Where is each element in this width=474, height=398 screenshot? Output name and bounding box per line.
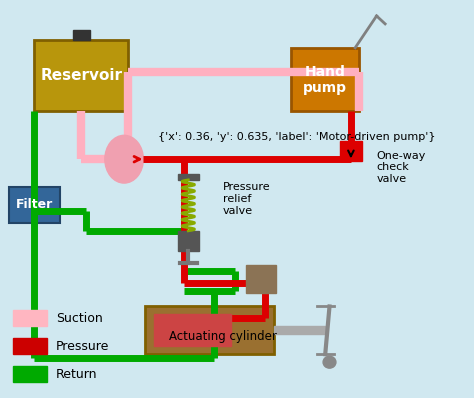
Bar [340, 141, 362, 161]
Text: Return: Return [55, 368, 97, 380]
Text: Suction: Suction [55, 312, 102, 325]
Bar [274, 326, 325, 334]
Circle shape [323, 356, 336, 368]
Text: Actuating cylinder: Actuating cylinder [169, 330, 276, 343]
Text: Pressure
relief
valve: Pressure relief valve [222, 182, 270, 216]
Text: One-way
check
valve: One-way check valve [376, 150, 426, 184]
FancyBboxPatch shape [9, 187, 60, 223]
Bar [178, 231, 199, 251]
Bar [154, 314, 231, 346]
Bar [73, 30, 90, 40]
Text: {'x': 0.36, 'y': 0.635, 'label': 'Motor-driven pump'}: {'x': 0.36, 'y': 0.635, 'label': 'Motor-… [158, 132, 436, 142]
Ellipse shape [105, 135, 143, 183]
Text: Hand
pump: Hand pump [303, 64, 347, 95]
FancyBboxPatch shape [146, 306, 274, 354]
Bar [13, 366, 47, 382]
Text: Pressure: Pressure [55, 340, 109, 353]
Text: Filter: Filter [16, 199, 53, 211]
FancyBboxPatch shape [291, 48, 359, 111]
Bar [178, 174, 199, 180]
FancyBboxPatch shape [34, 40, 128, 111]
Text: Reservoir: Reservoir [40, 68, 122, 83]
Bar [13, 338, 47, 354]
Bar [246, 265, 276, 293]
Bar [13, 310, 47, 326]
